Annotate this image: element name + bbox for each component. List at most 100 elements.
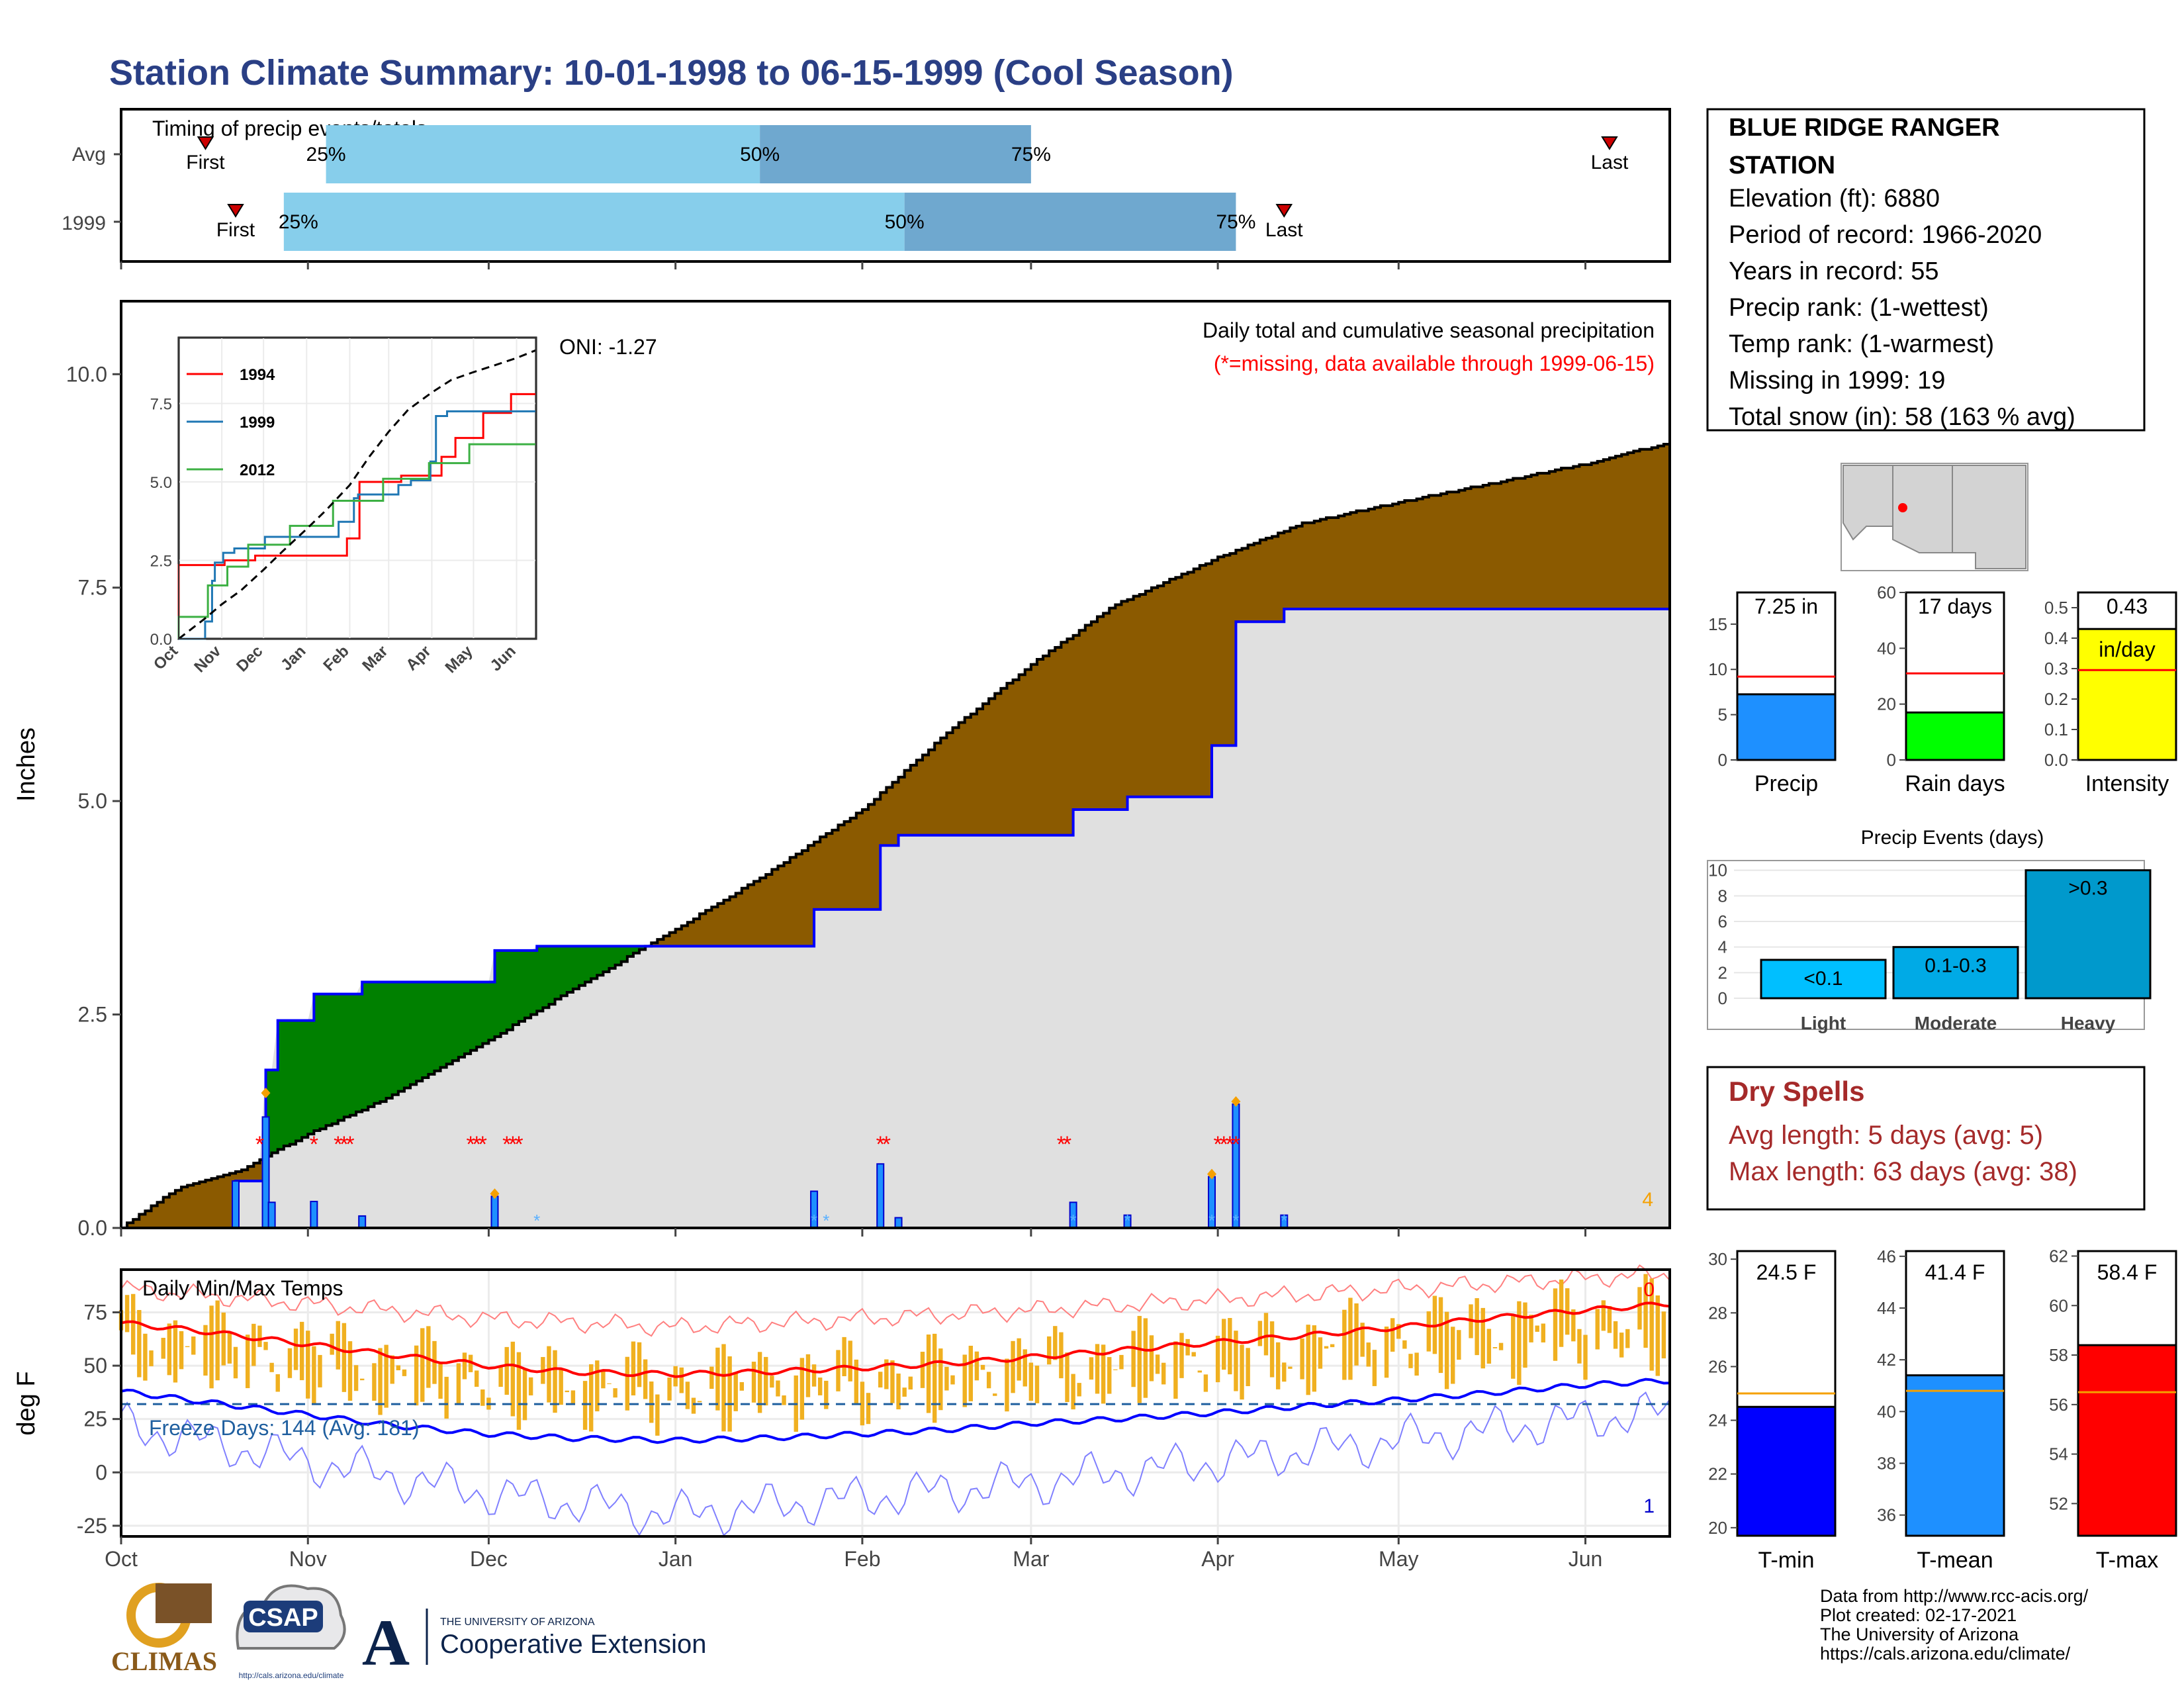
daily-temp-range-bar bbox=[1312, 1325, 1317, 1392]
quartile-bar-25-50 bbox=[326, 125, 760, 183]
temp-bar-y-tick-label: 58 bbox=[2049, 1345, 2068, 1365]
inset-y-tick-label: 2.5 bbox=[150, 553, 172, 571]
daily-temp-range-bar bbox=[968, 1345, 974, 1401]
daily-temp-range-bar bbox=[1613, 1321, 1618, 1349]
snow-marker: * bbox=[1232, 1211, 1239, 1231]
daily-temp-range-bar bbox=[1444, 1311, 1449, 1389]
y-tick-label: 10.0 bbox=[66, 362, 107, 386]
minichart-intensity: 0.43 in/day 0.0 0.1 0.2 0.3 0.4 0.5 Intensity bbox=[2044, 591, 2177, 796]
precip-panel: * * *** *** *** ** ** ***** * * * * * * * Daily total … bbox=[13, 300, 1671, 1240]
minichart-category-label: Precip bbox=[1754, 771, 1818, 796]
daily-temp-range-bar bbox=[751, 1362, 756, 1403]
y-tick-label: 2.5 bbox=[78, 1003, 107, 1027]
csap-logo-url: http://cals.arizona.edu/climate bbox=[239, 1671, 344, 1680]
daily-temp-range-bar bbox=[1366, 1342, 1371, 1367]
daily-temp-range-bar bbox=[191, 1336, 196, 1355]
inset-y-tick-label: 5.0 bbox=[150, 474, 172, 492]
daily-temp-range-bar bbox=[257, 1325, 262, 1347]
events-bar bbox=[1892, 946, 2019, 1000]
temp-bar-y-tick-label: 56 bbox=[2049, 1395, 2068, 1415]
temp-bar-y-tick-label: 46 bbox=[1877, 1246, 1896, 1266]
daily-temp-range-bar bbox=[306, 1331, 310, 1399]
daily-temp-range-bar bbox=[613, 1388, 617, 1398]
observed-cumulative-line bbox=[121, 607, 1670, 1229]
minichart-y-tick-label: 5 bbox=[1718, 705, 1727, 725]
daily-temp-range-bar bbox=[607, 1383, 612, 1384]
missing-data-marker: * bbox=[1232, 1132, 1240, 1157]
temp-bar-value bbox=[1905, 1374, 2005, 1537]
daily-temp-range-bar bbox=[1649, 1278, 1654, 1371]
daily-temp-range-bar bbox=[1318, 1337, 1323, 1369]
footer-line: https://cals.arizona.edu/climate/ bbox=[1820, 1644, 2071, 1664]
temp-bar-value-label: 24.5 F bbox=[1756, 1260, 1817, 1284]
first-event-label: First bbox=[186, 152, 225, 173]
daily-temp-range-bar bbox=[1607, 1306, 1612, 1333]
daily-precip-bar bbox=[894, 1217, 903, 1229]
daily-temp-range-bar bbox=[884, 1359, 889, 1389]
daily-temp-range-bar bbox=[1101, 1344, 1106, 1404]
daily-temp-range-bar bbox=[637, 1342, 642, 1387]
inset-plot-border bbox=[178, 337, 537, 639]
daily-temp-range-bar bbox=[1077, 1383, 1081, 1397]
daily-temp-range-bar bbox=[824, 1380, 829, 1409]
temp-bar-value bbox=[2077, 1344, 2177, 1537]
station-info-line: Precip rank: (1-wettest) bbox=[1729, 294, 1989, 322]
daily-temp-range-bar bbox=[299, 1321, 304, 1380]
temp-bar-value-label: 41.4 F bbox=[1925, 1260, 1985, 1284]
daily-temp-range-bar bbox=[1535, 1325, 1539, 1332]
events-bar-label: >0.3 bbox=[2068, 878, 2107, 900]
daily-temp-range-bar bbox=[1263, 1313, 1269, 1356]
daily-precip-bar bbox=[490, 1196, 499, 1229]
drier-than-average-fill bbox=[127, 444, 1670, 1228]
missing-data-marker: * bbox=[334, 1132, 342, 1157]
daily-temp-range-bar bbox=[1179, 1333, 1184, 1378]
daily-temp-range-bar bbox=[559, 1369, 563, 1405]
footer-line: Data from http://www.rcc-acis.org/ bbox=[1820, 1586, 2089, 1606]
timing-row-1999-label: 1999 bbox=[62, 212, 106, 234]
temp-bar-tmax: 58.4 F 52 54 56 58 60 62 T-max bbox=[2049, 1246, 2177, 1573]
extreme-event-marker bbox=[1207, 1168, 1217, 1180]
temp-bar-y-tick-label: 60 bbox=[2049, 1295, 2068, 1315]
minichart-y-tick-label: 0.1 bbox=[2044, 720, 2068, 739]
minichart-value-label: 17 days bbox=[1918, 594, 1992, 618]
daily-temp-range-bar bbox=[137, 1309, 142, 1378]
daily-temp-range-bar bbox=[1185, 1338, 1190, 1356]
missing-data-marker: * bbox=[502, 1132, 511, 1157]
last-event-label: Last bbox=[1265, 219, 1303, 241]
quartile-label: 50% bbox=[740, 144, 780, 165]
daily-temp-range-bar bbox=[757, 1352, 762, 1413]
daily-temp-range-bar bbox=[1023, 1349, 1027, 1387]
daily-temp-range-bar bbox=[866, 1393, 871, 1425]
daily-temp-range-bar bbox=[1149, 1335, 1154, 1382]
climas-logo-mark bbox=[156, 1583, 212, 1623]
daily-temp-range-bar bbox=[1457, 1330, 1461, 1360]
daily-temp-range-bar bbox=[1372, 1350, 1377, 1386]
daily-temp-range-bar bbox=[269, 1362, 274, 1372]
daily-temp-range-bar bbox=[1583, 1335, 1588, 1380]
daily-temp-range-bar bbox=[601, 1370, 606, 1389]
daily-temp-range-bar bbox=[504, 1346, 509, 1395]
daily-temp-range-bar bbox=[480, 1389, 485, 1406]
temp-bar-y-tick-label: 26 bbox=[1708, 1356, 1727, 1376]
missing-data-marker: * bbox=[1226, 1132, 1234, 1157]
missing-data-marker: * bbox=[1063, 1132, 1071, 1157]
daily-temp-range-bar bbox=[1511, 1315, 1516, 1379]
snow-marker: * bbox=[823, 1211, 829, 1231]
temp-bar-y-tick-label: 22 bbox=[1708, 1464, 1727, 1484]
daily-temp-range-bar bbox=[1553, 1288, 1558, 1361]
snow-marker: * bbox=[1281, 1211, 1287, 1231]
daily-temp-range-bar bbox=[336, 1321, 340, 1370]
footer-credits: Data from http://www.rcc-acis.org/ Plot … bbox=[1820, 1586, 2089, 1664]
minichart-category-label: Intensity bbox=[2085, 771, 2169, 796]
missing-data-marker: * bbox=[310, 1132, 318, 1157]
station-info-line: Missing in 1999: 19 bbox=[1729, 367, 1945, 395]
daily-temp-range-bar bbox=[1143, 1318, 1148, 1398]
daily-temp-range-bar bbox=[848, 1340, 852, 1382]
missing-data-marker: * bbox=[345, 1132, 354, 1157]
record-low-line bbox=[120, 1391, 1670, 1536]
daily-temp-range-bar bbox=[438, 1362, 443, 1399]
daily-temp-range-bar bbox=[378, 1348, 383, 1415]
daily-temp-range-bar bbox=[697, 1401, 702, 1403]
missing-data-marker: * bbox=[882, 1132, 891, 1157]
inset-y-tick-label: 0.0 bbox=[150, 631, 172, 649]
